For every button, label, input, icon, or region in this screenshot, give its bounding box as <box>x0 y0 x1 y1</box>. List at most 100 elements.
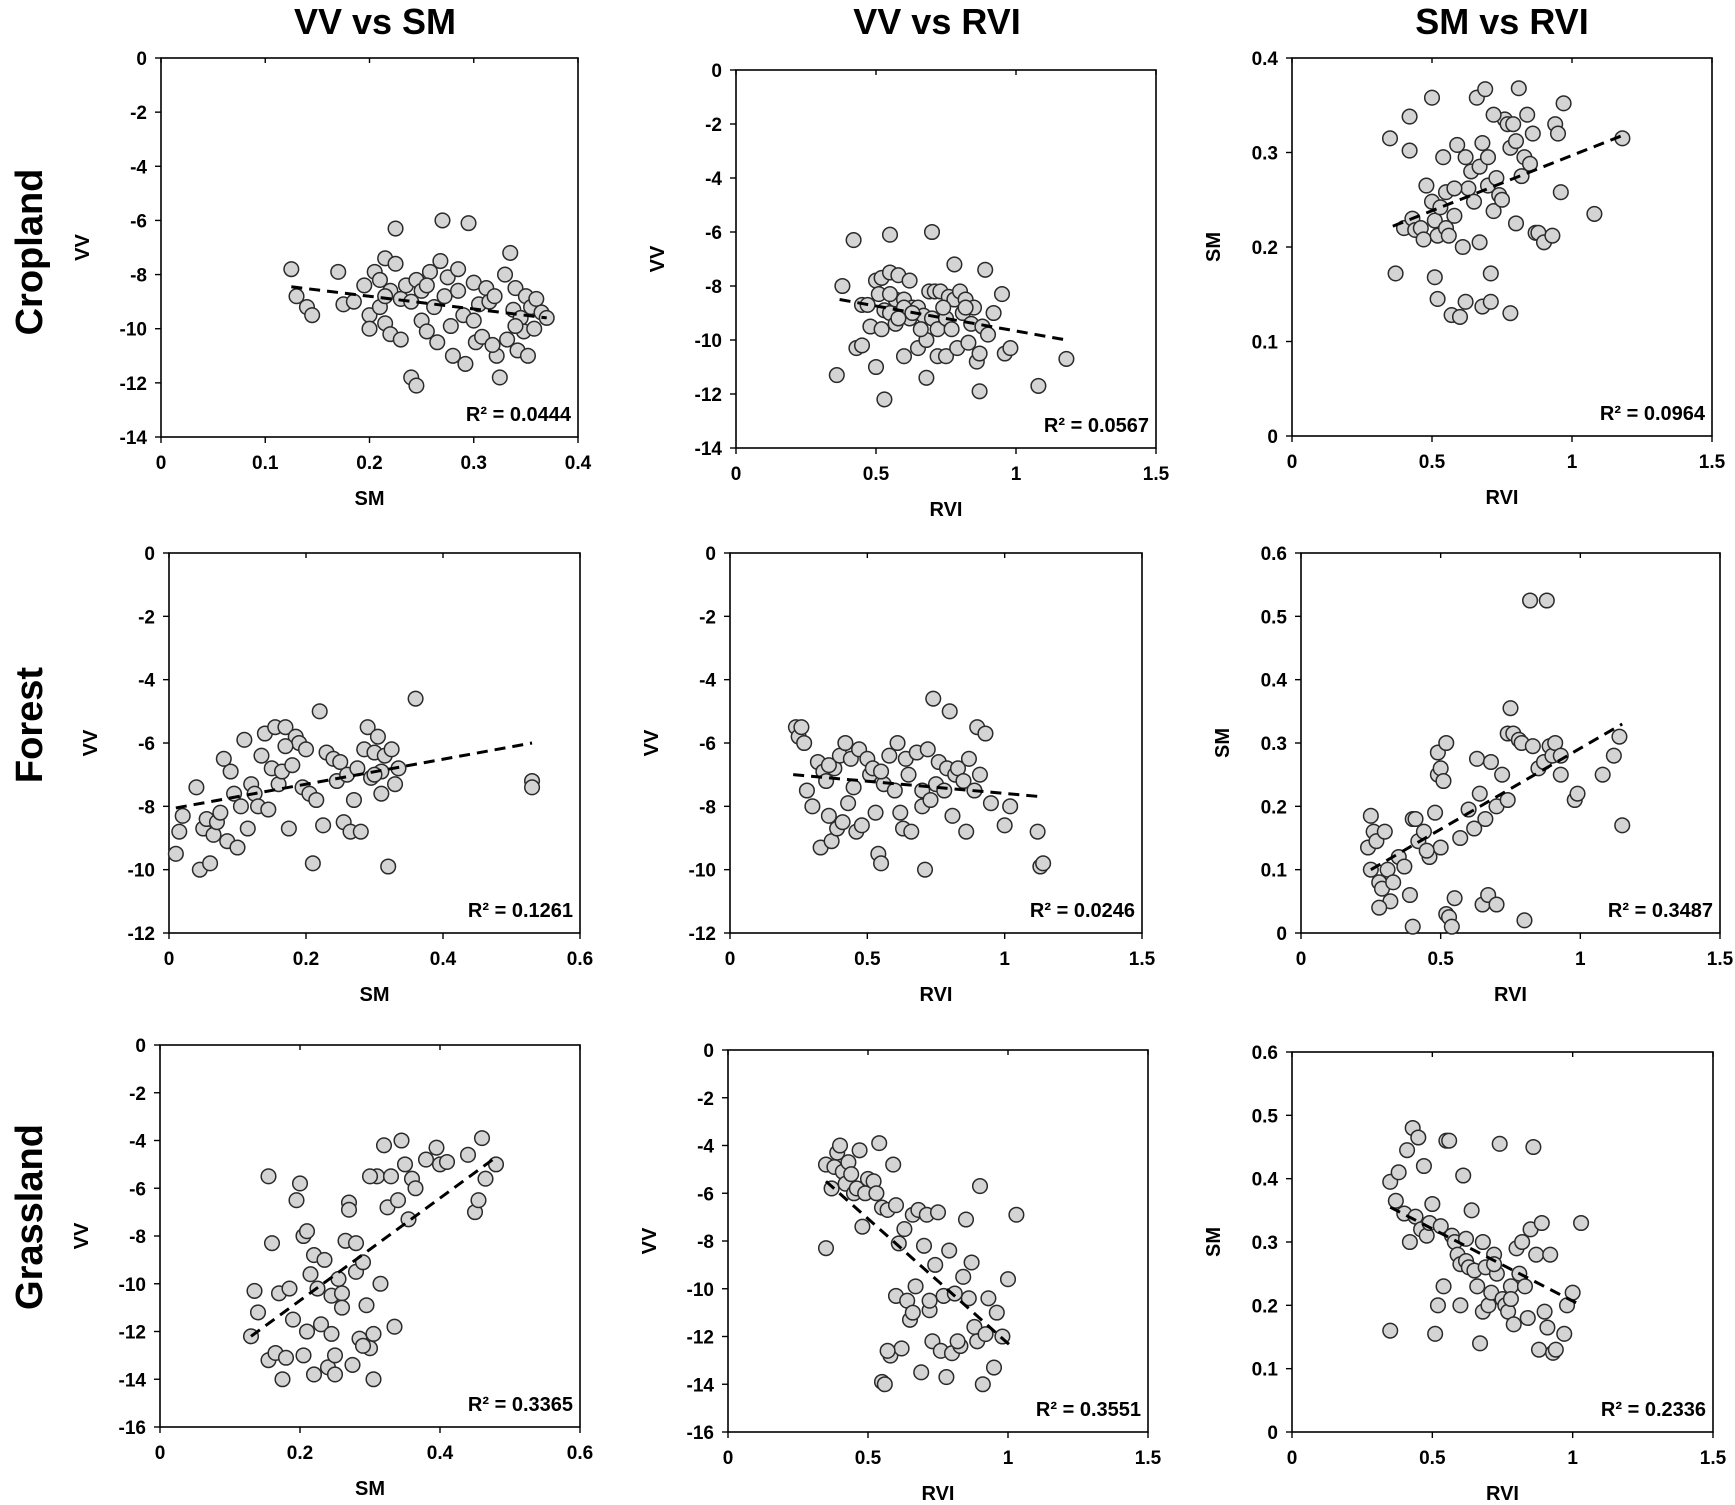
y-tick-label: 0.6 <box>1261 544 1287 565</box>
y-tick-label: -4 <box>699 671 716 692</box>
x-tick-label: 0 <box>725 949 736 970</box>
data-point <box>291 1175 309 1192</box>
r-squared-label: R² = 0.0567 <box>1044 415 1149 437</box>
data-point <box>1401 142 1418 159</box>
data-point <box>941 703 958 720</box>
data-point <box>305 1366 323 1383</box>
data-point <box>1524 738 1541 755</box>
data-point <box>365 1325 382 1342</box>
data-point <box>971 345 988 362</box>
data-point <box>249 1304 267 1321</box>
y-tick-label: 0.3 <box>1261 734 1287 755</box>
data-point <box>1465 193 1483 210</box>
data-point <box>340 1201 358 1218</box>
data-point <box>873 763 890 780</box>
y-tick-label: 0.3 <box>1252 144 1278 165</box>
data-point <box>1474 1233 1491 1251</box>
data-point <box>1549 125 1567 142</box>
data-point <box>1452 829 1469 847</box>
data-point <box>1371 899 1388 916</box>
y-tick-label: -4 <box>130 157 147 178</box>
scatter-chart-cropland-vv-sm: 0 0.1 0.2 0.3 0.4 0 -2 -4 -6 -8 -10 -12 -14 SM VV R² = … <box>72 49 592 510</box>
data-point <box>407 690 424 707</box>
x-tick-label: 0.4 <box>430 949 457 970</box>
data-point <box>937 348 955 365</box>
data-point <box>470 1192 487 1209</box>
x-axis-label: RVI <box>930 499 963 521</box>
y-axis-label: VV <box>72 234 94 261</box>
data-point <box>1482 753 1499 771</box>
data-point <box>925 690 942 707</box>
data-point <box>502 244 519 261</box>
x-tick-label: 1 <box>999 949 1010 970</box>
y-tick-label: -6 <box>129 1179 146 1200</box>
x-tick-label: 0 <box>1296 949 1307 970</box>
y-tick-label: 0.1 <box>1252 333 1279 354</box>
y-tick-label: -6 <box>130 211 147 232</box>
plot-frame <box>159 1044 581 1428</box>
r-squared-label: R² = 0.1261 <box>468 900 573 922</box>
data-point <box>1385 874 1402 891</box>
data-point <box>316 1251 333 1268</box>
data-point <box>1505 1316 1522 1333</box>
data-point <box>330 263 347 280</box>
data-point <box>943 321 960 338</box>
data-point <box>519 347 537 364</box>
y-tick-label: 0 <box>703 1041 714 1062</box>
data-point <box>1614 817 1631 834</box>
data-point <box>393 1132 410 1149</box>
y-tick-label: -12 <box>695 385 722 406</box>
y-tick-label: 0 <box>1267 1423 1278 1444</box>
data-point <box>946 1285 963 1302</box>
data-point <box>1513 168 1530 185</box>
x-tick-label: 0 <box>723 1448 734 1469</box>
data-point <box>886 782 903 799</box>
x-tick-label: 0 <box>1287 452 1298 473</box>
y-tick-label: 0.6 <box>1252 1043 1278 1064</box>
scatter-chart-cropland-sm-rvi: 0 0.5 1 1.5 0 0.1 0.2 0.3 0.4 RVI SM R² = 0.0964 <box>1203 49 1726 509</box>
data-point <box>971 383 988 400</box>
data-point <box>1035 855 1052 872</box>
data-point <box>1530 1341 1548 1358</box>
data-point <box>893 1340 910 1357</box>
y-tick-label: 0 <box>136 49 147 70</box>
r-squared-label: R² = 0.3487 <box>1608 900 1713 922</box>
data-point <box>957 299 974 316</box>
data-point <box>949 1333 966 1350</box>
y-tick-label: -8 <box>697 1232 714 1253</box>
data-point <box>1418 177 1435 194</box>
data-point <box>1424 1195 1441 1213</box>
data-point <box>1432 839 1449 856</box>
data-point <box>1399 1142 1416 1159</box>
r-squared-label: R² = 0.0444 <box>466 404 572 426</box>
y-axis-label: VV <box>647 245 669 272</box>
data-point <box>971 1178 989 1195</box>
data-point <box>326 1366 344 1383</box>
x-tick-label: 0.6 <box>567 1443 593 1464</box>
data-point <box>881 286 899 303</box>
data-point <box>1446 207 1463 224</box>
data-point <box>1502 305 1519 322</box>
data-point <box>308 791 325 809</box>
data-point <box>1460 180 1477 197</box>
data-point <box>344 1356 361 1373</box>
data-point <box>434 212 451 229</box>
data-point <box>1460 801 1477 818</box>
data-point <box>1502 700 1519 717</box>
y-tick-label: -2 <box>705 115 722 136</box>
x-tick-label: 1 <box>1003 1448 1014 1469</box>
data-point <box>903 823 920 840</box>
data-point <box>999 1271 1017 1288</box>
data-point <box>957 1211 975 1228</box>
data-point <box>330 1270 347 1288</box>
y-tick-label: -12 <box>687 1328 714 1349</box>
data-point <box>960 750 978 767</box>
x-tick-label: 1.5 <box>1707 949 1734 970</box>
data-point <box>1423 89 1441 106</box>
plot-frame <box>1291 1051 1714 1433</box>
data-point <box>929 1204 947 1221</box>
x-tick-label: 0.3 <box>461 453 487 474</box>
y-tick-label: -10 <box>120 320 147 341</box>
data-point <box>817 1240 835 1257</box>
data-point <box>323 1325 340 1342</box>
